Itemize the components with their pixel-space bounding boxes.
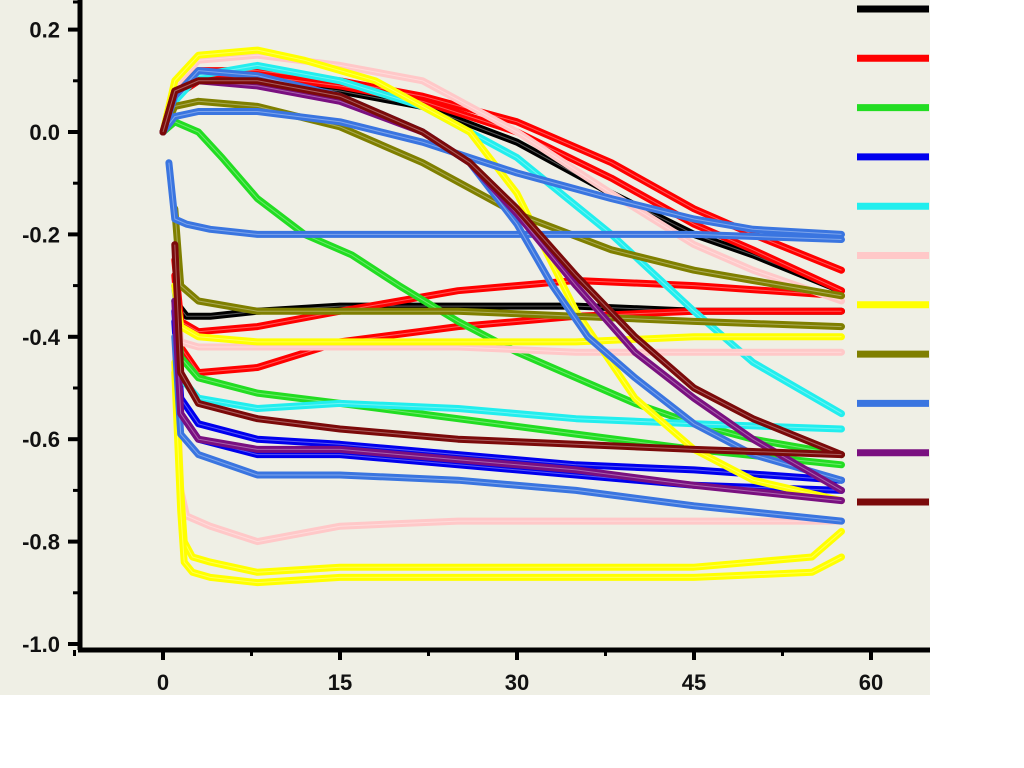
series-11-curve-1-highlight (162, 80, 842, 456)
series-7-curve-1-highlight (162, 49, 842, 502)
series-8-curve-1 (159, 97, 845, 300)
series-8-curve-1-highlight (162, 100, 842, 297)
series-9-curve-2-highlight (168, 162, 842, 240)
series-7-curve-1 (159, 46, 845, 505)
series-9-curve-4-highlight (174, 336, 842, 522)
series-9-curve-2 (165, 159, 845, 243)
y-tick-label: -0.2 (22, 222, 60, 247)
y-tick-label: -1.0 (22, 632, 60, 657)
curves-layer (159, 46, 845, 587)
series-11-curve-2-highlight (174, 244, 842, 456)
y-tick-label: -0.6 (22, 427, 60, 452)
series-11-curve-2 (171, 241, 845, 459)
series-7-curve-2 (171, 282, 845, 346)
series-8 (159, 97, 845, 331)
x-tick-label: 15 (328, 670, 352, 695)
series-3-curve-1-highlight (162, 121, 842, 456)
y-tick-label: -0.8 (22, 530, 60, 555)
x-tick-label: 60 (859, 670, 883, 695)
series-7-curve-4-highlight (174, 372, 842, 584)
series-7 (159, 46, 845, 587)
x-tick-label: 0 (157, 670, 169, 695)
y-tick-label: 0.2 (29, 18, 60, 43)
series-11 (159, 77, 845, 459)
series-8-curve-2-highlight (174, 208, 842, 328)
legend (857, 5, 929, 506)
series-9-curve-4 (171, 333, 845, 525)
series-11-curve-1 (159, 77, 845, 459)
y-tick-label: 0.0 (29, 120, 60, 145)
y-tick-label: -0.4 (22, 325, 61, 350)
axes-layer: 0.2 0.0 -0.2 -0.4 -0.6 -0.8 -1.0 0 15 30 45 60 (22, 0, 930, 695)
series-7-curve-2-highlight (174, 285, 842, 343)
series-9-curve-1 (159, 108, 845, 238)
series-7-curve-4 (171, 369, 845, 587)
series-4-curve-1 (171, 307, 845, 484)
x-tick-label: 45 (682, 670, 706, 695)
series-10-curve-2 (171, 297, 845, 505)
series-4-curve-1-highlight (174, 311, 842, 481)
x-tick-label: 30 (505, 670, 529, 695)
series-10-curve-2-highlight (174, 300, 842, 502)
series-8-curve-2 (171, 205, 845, 331)
series-3-curve-1 (159, 118, 845, 459)
series-9-curve-1-highlight (162, 111, 842, 235)
